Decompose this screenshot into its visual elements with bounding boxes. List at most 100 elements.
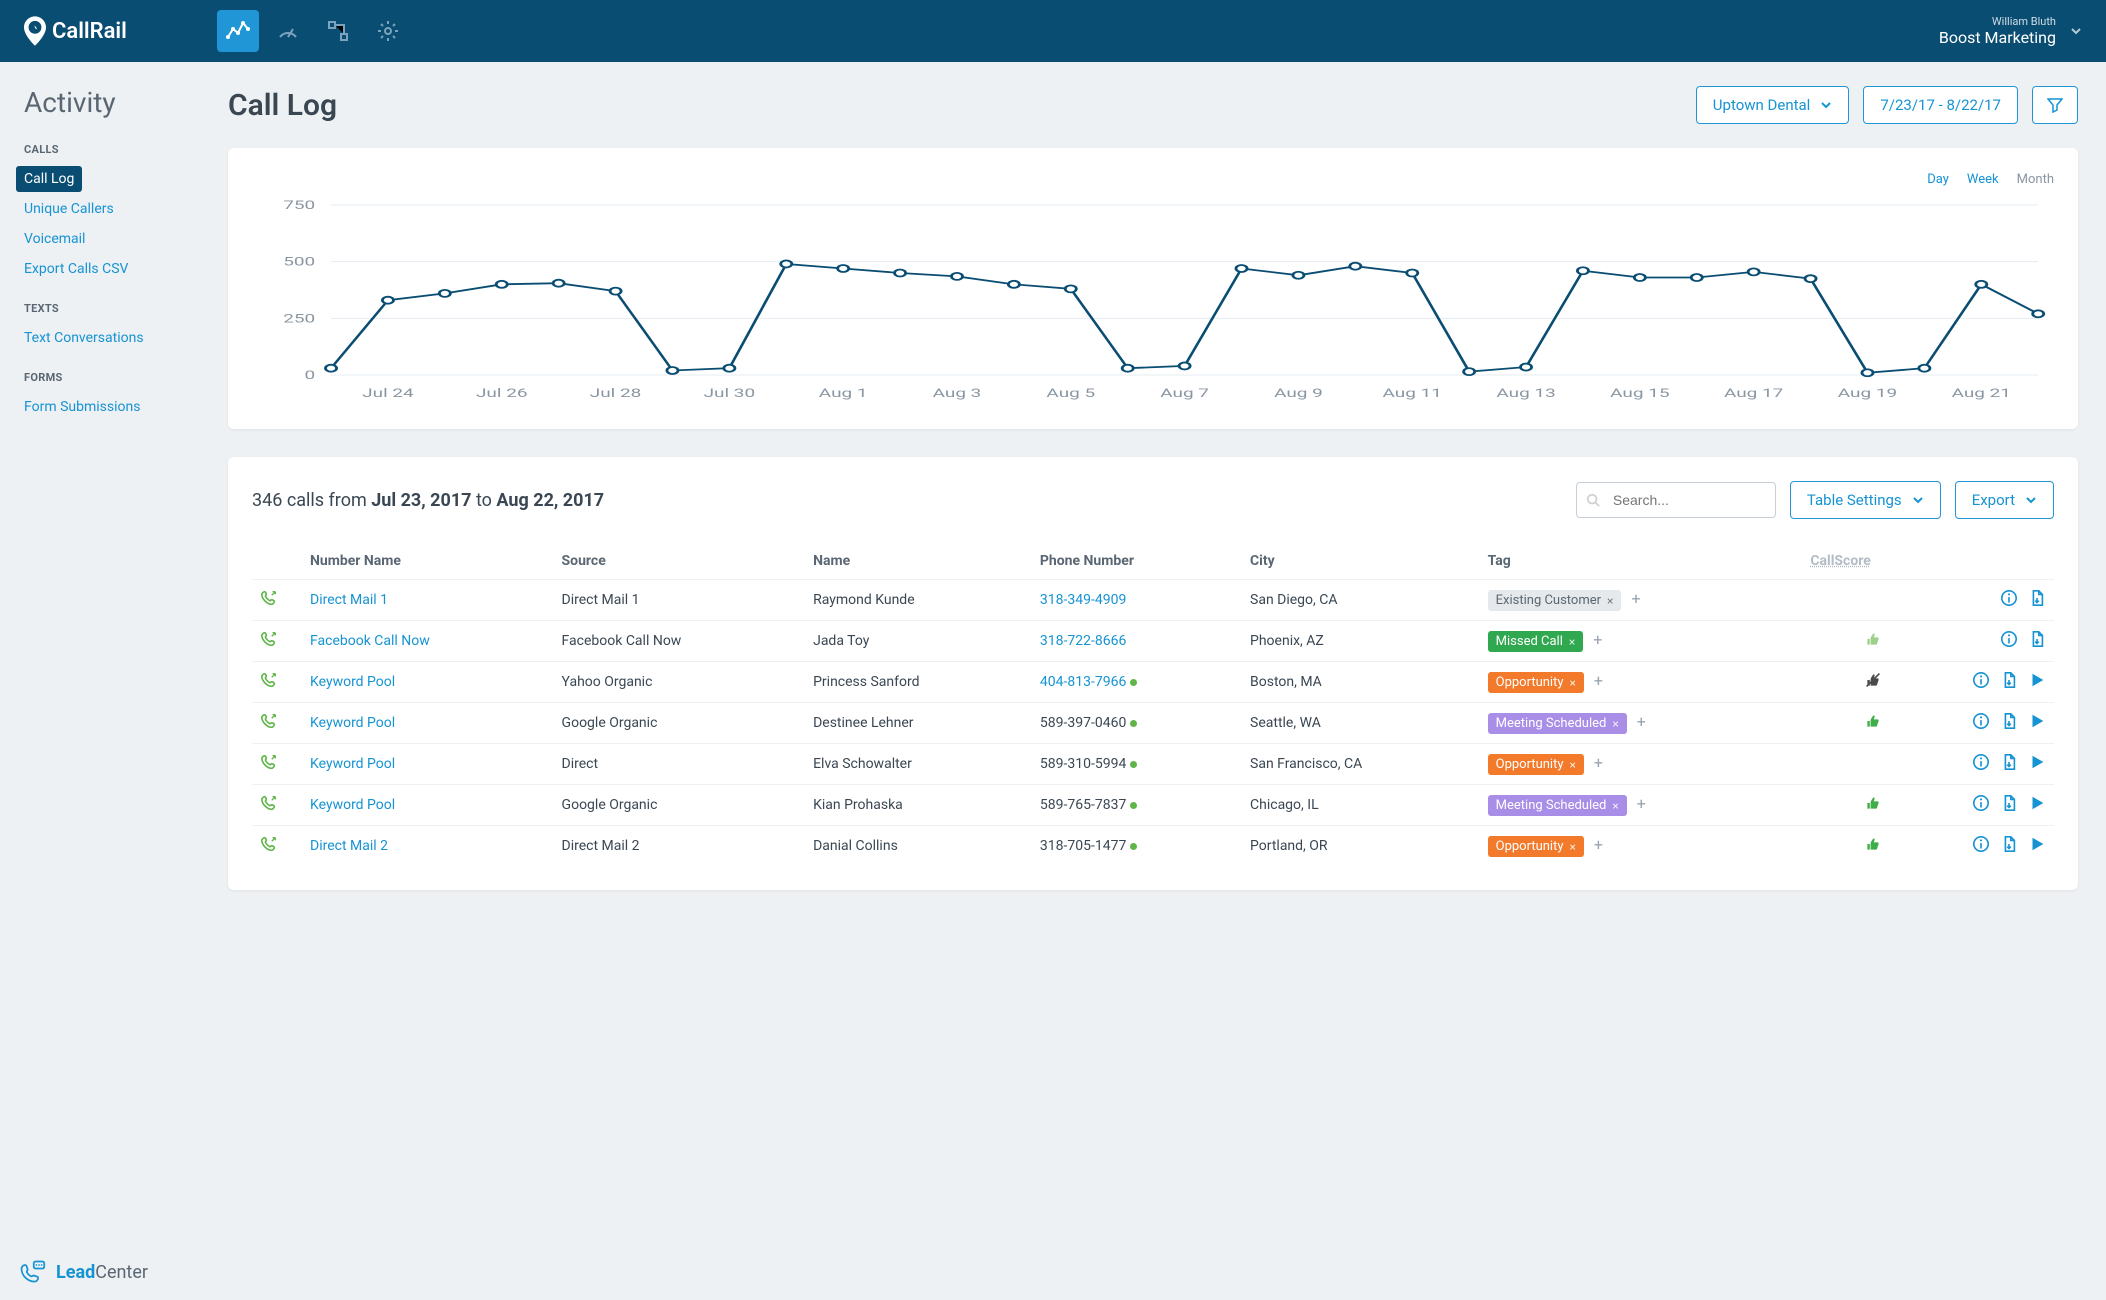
play-icon[interactable] — [2028, 671, 2046, 693]
info-icon[interactable] — [1972, 794, 1990, 816]
tag-remove-icon[interactable]: × — [1569, 840, 1575, 854]
table-settings-button[interactable]: Table Settings — [1790, 481, 1941, 519]
tag-chip[interactable]: Meeting Scheduled× — [1488, 713, 1627, 734]
play-icon[interactable] — [2028, 794, 2046, 816]
download-icon[interactable] — [2028, 630, 2046, 652]
nav-gauge-icon[interactable] — [267, 10, 309, 52]
chart-tab[interactable]: Month — [2017, 172, 2054, 187]
number-name-link[interactable]: Keyword Pool — [310, 797, 395, 813]
add-tag-icon[interactable]: + — [1593, 630, 1602, 649]
play-icon[interactable] — [2028, 753, 2046, 775]
tag-remove-icon[interactable]: × — [1569, 635, 1575, 649]
info-icon[interactable] — [1972, 712, 1990, 734]
phone-cell[interactable]: 318-349-4909 — [1040, 592, 1126, 608]
add-tag-icon[interactable]: + — [1594, 835, 1603, 854]
svg-text:500: 500 — [283, 254, 315, 268]
search-input[interactable] — [1576, 482, 1776, 518]
chevron-down-icon — [2025, 494, 2037, 506]
sidebar-item[interactable]: Call Log — [16, 166, 82, 192]
add-tag-icon[interactable]: + — [1594, 671, 1603, 690]
callscore-cell[interactable] — [1802, 826, 1944, 867]
table-column-header[interactable]: Tag — [1480, 543, 1803, 580]
table-column-header[interactable]: Number Name — [302, 543, 554, 580]
table-column-header[interactable]: Phone Number — [1032, 543, 1242, 580]
info-icon[interactable] — [2000, 589, 2018, 611]
account-dropdown[interactable]: Uptown Dental — [1696, 86, 1850, 124]
leadcenter-link[interactable]: LeadCenter — [18, 1258, 148, 1286]
nav-flow-icon[interactable] — [317, 10, 359, 52]
download-icon[interactable] — [2000, 753, 2018, 775]
add-tag-icon[interactable]: + — [1637, 794, 1646, 813]
logo[interactable]: CallRail — [24, 16, 127, 46]
filter-button[interactable] — [2032, 86, 2078, 124]
tag-chip[interactable]: Opportunity× — [1488, 672, 1584, 693]
play-icon[interactable] — [2028, 835, 2046, 857]
nav-settings-icon[interactable] — [367, 10, 409, 52]
number-name-link[interactable]: Keyword Pool — [310, 674, 395, 690]
phone-cell[interactable]: 404-813-7966 — [1040, 674, 1126, 690]
tag-chip[interactable]: Opportunity× — [1488, 836, 1584, 857]
number-name-link[interactable]: Facebook Call Now — [310, 633, 430, 649]
add-tag-icon[interactable]: + — [1594, 753, 1603, 772]
number-name-link[interactable]: Keyword Pool — [310, 715, 395, 731]
callscore-cell[interactable] — [1802, 621, 1944, 662]
nav-analytics-icon[interactable] — [217, 10, 259, 52]
tag-remove-icon[interactable]: × — [1612, 717, 1618, 731]
download-icon[interactable] — [2000, 794, 2018, 816]
date-range-picker[interactable]: 7/23/17 - 8/22/17 — [1863, 86, 2018, 124]
sidebar-item[interactable]: Export Calls CSV — [16, 256, 176, 282]
sidebar-item[interactable]: Voicemail — [16, 226, 176, 252]
chart-tab[interactable]: Week — [1967, 172, 1999, 187]
info-icon[interactable] — [2000, 630, 2018, 652]
table-column-header[interactable]: City — [1242, 543, 1480, 580]
number-name-link[interactable]: Direct Mail 2 — [310, 838, 388, 854]
tag-chip[interactable]: Missed Call× — [1488, 631, 1584, 652]
callscore-cell[interactable] — [1802, 785, 1944, 826]
tag-chip[interactable]: Existing Customer× — [1488, 590, 1622, 611]
svg-text:Aug 7: Aug 7 — [1160, 386, 1209, 400]
search-wrap — [1576, 482, 1776, 518]
callscore-cell[interactable] — [1802, 580, 1944, 621]
tag-chip[interactable]: Meeting Scheduled× — [1488, 795, 1627, 816]
source-cell: Direct Mail 2 — [554, 826, 806, 867]
download-icon[interactable] — [2000, 712, 2018, 734]
callscore-cell[interactable] — [1802, 703, 1944, 744]
chart-tab[interactable]: Day — [1927, 172, 1949, 187]
status-dot — [1130, 761, 1137, 768]
add-tag-icon[interactable]: + — [1631, 589, 1640, 608]
table-column-header[interactable]: CallScore — [1802, 543, 1944, 580]
add-tag-icon[interactable]: + — [1637, 712, 1646, 731]
sidebar-item[interactable]: Text Conversations — [16, 325, 176, 351]
download-icon[interactable] — [2000, 671, 2018, 693]
source-cell: Direct Mail 1 — [554, 580, 806, 621]
info-icon[interactable] — [1972, 753, 1990, 775]
info-icon[interactable] — [1972, 835, 1990, 857]
name-cell: Destinee Lehner — [805, 703, 1032, 744]
table-column-header[interactable]: Name — [805, 543, 1032, 580]
play-icon[interactable] — [2028, 712, 2046, 734]
tag-chip[interactable]: Opportunity× — [1488, 754, 1584, 775]
table-row: Keyword Pool Direct Elva Schowalter 589-… — [252, 744, 2054, 785]
source-cell: Google Organic — [554, 703, 806, 744]
main-content: Call Log Uptown Dental 7/23/17 - 8/22/17… — [200, 62, 2106, 942]
sidebar-item[interactable]: Form Submissions — [16, 394, 176, 420]
number-name-link[interactable]: Keyword Pool — [310, 756, 395, 772]
top-nav — [217, 10, 409, 52]
tag-remove-icon[interactable]: × — [1569, 758, 1575, 772]
phone-cell[interactable]: 318-722-8666 — [1040, 633, 1126, 649]
callscore-cell[interactable] — [1802, 744, 1944, 785]
download-icon[interactable] — [2028, 589, 2046, 611]
download-icon[interactable] — [2000, 835, 2018, 857]
info-icon[interactable] — [1972, 671, 1990, 693]
source-cell: Facebook Call Now — [554, 621, 806, 662]
logo-pin-icon — [24, 16, 46, 46]
user-menu[interactable]: William Bluth Boost Marketing — [1939, 15, 2082, 47]
callscore-cell[interactable] — [1802, 662, 1944, 703]
export-button[interactable]: Export — [1955, 481, 2054, 519]
table-column-header[interactable]: Source — [554, 543, 806, 580]
tag-remove-icon[interactable]: × — [1569, 676, 1575, 690]
number-name-link[interactable]: Direct Mail 1 — [310, 592, 388, 608]
tag-remove-icon[interactable]: × — [1607, 594, 1613, 608]
tag-remove-icon[interactable]: × — [1612, 799, 1618, 813]
sidebar-item[interactable]: Unique Callers — [16, 196, 176, 222]
